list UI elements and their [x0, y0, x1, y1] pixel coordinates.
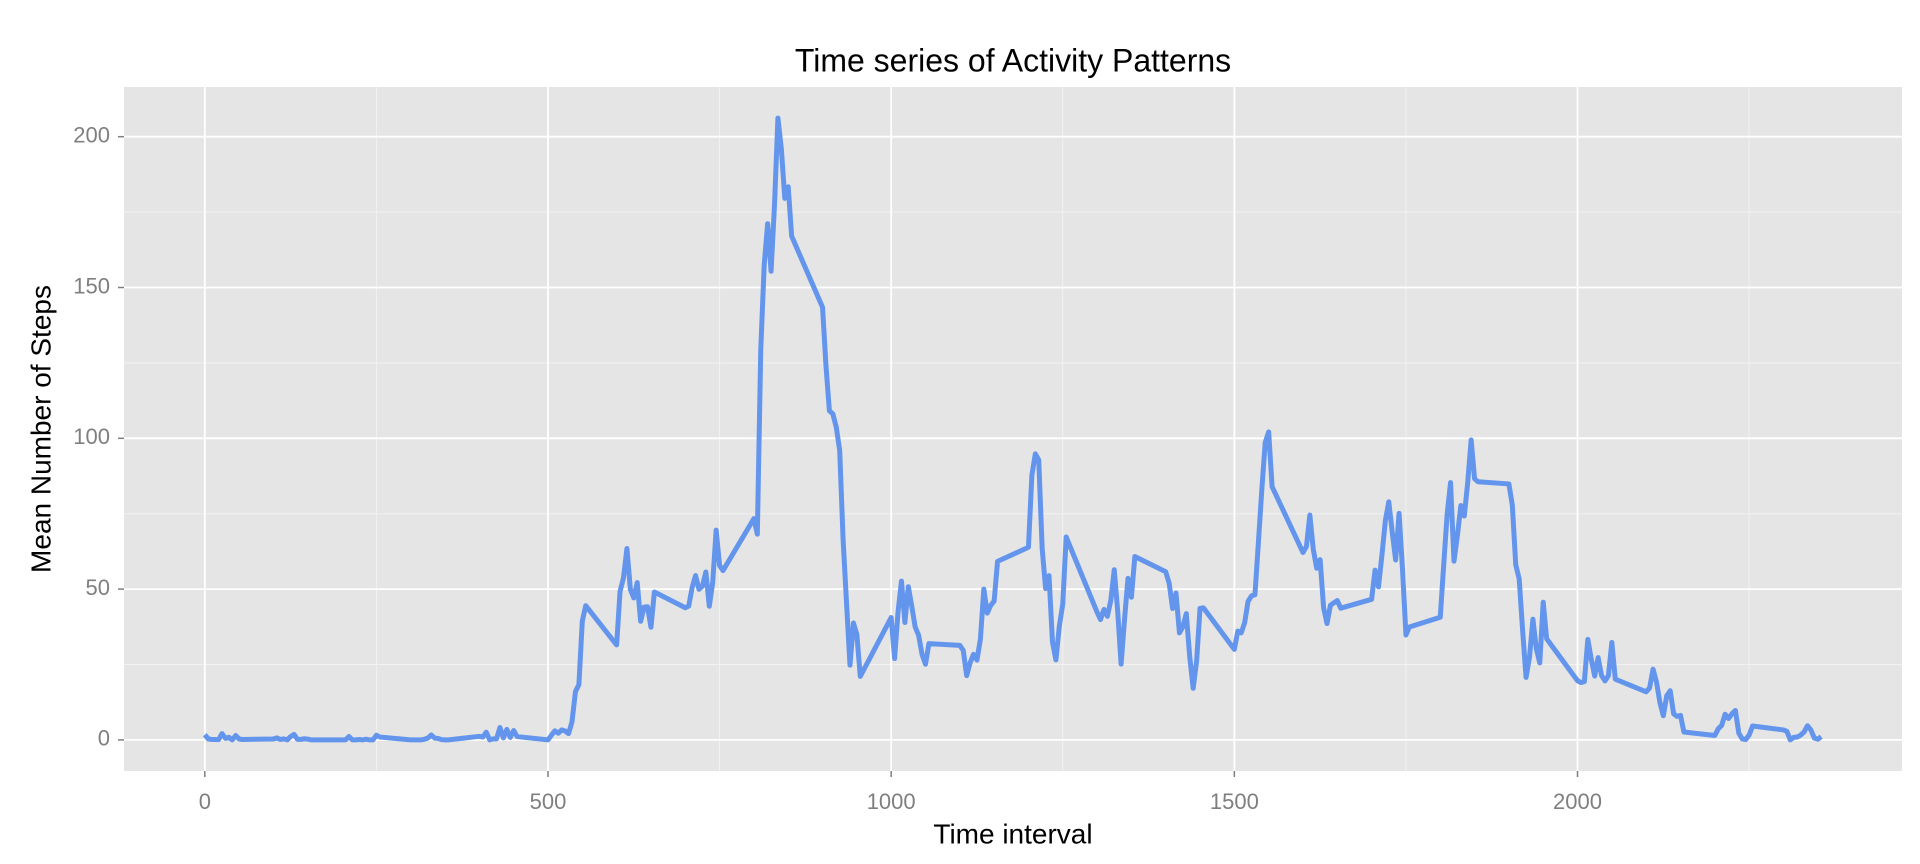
x-tick-label: 0 — [199, 789, 211, 814]
chart-title: Time series of Activity Patterns — [795, 42, 1231, 78]
x-tick-label: 1500 — [1210, 789, 1259, 814]
panel — [124, 87, 1902, 771]
y-tick-label: 0 — [98, 726, 110, 751]
x-tick-label: 2000 — [1553, 789, 1602, 814]
x-tick-label: 500 — [530, 789, 567, 814]
x-tick-label: 1000 — [867, 789, 916, 814]
data-line — [202, 115, 1823, 743]
y-tick-label: 150 — [73, 273, 110, 298]
x-axis-title: Time interval — [933, 818, 1092, 849]
y-tick-label: 100 — [73, 424, 110, 449]
y-tick-label: 50 — [86, 575, 110, 600]
y-tick-label: 200 — [73, 123, 110, 148]
y-axis-title: Mean Number of Steps — [25, 285, 56, 573]
